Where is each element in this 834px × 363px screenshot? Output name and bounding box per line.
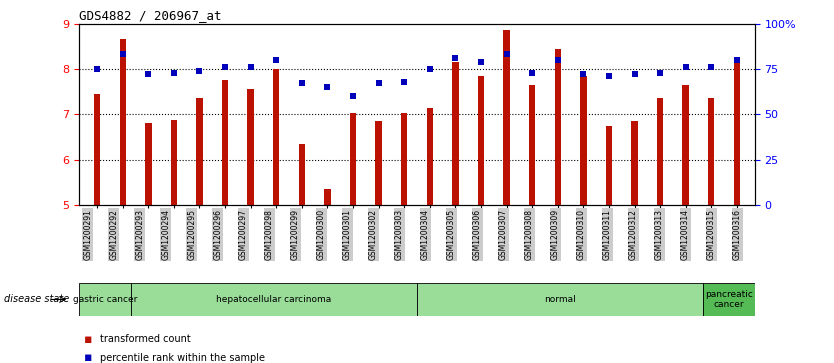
Point	[90, 66, 103, 72]
Point	[321, 84, 334, 90]
Point	[423, 66, 436, 72]
Text: GSM1200310: GSM1200310	[577, 209, 585, 260]
Text: gastric cancer: gastric cancer	[73, 295, 138, 304]
Text: GSM1200312: GSM1200312	[629, 209, 638, 260]
Text: hepatocellular carcinoma: hepatocellular carcinoma	[217, 295, 332, 304]
Point	[576, 72, 590, 77]
Text: GSM1200291: GSM1200291	[83, 209, 93, 260]
Text: disease state: disease state	[4, 294, 69, 305]
Bar	[504, 30, 510, 205]
Bar	[349, 113, 356, 205]
Point	[449, 55, 462, 61]
Bar	[427, 107, 433, 205]
Text: pancreatic
cancer: pancreatic cancer	[705, 290, 753, 309]
Bar	[452, 62, 459, 205]
Text: GSM1200314: GSM1200314	[681, 209, 690, 260]
Point	[116, 52, 129, 57]
Bar	[605, 126, 612, 205]
Text: GDS4882 / 206967_at: GDS4882 / 206967_at	[79, 9, 222, 23]
Bar	[375, 121, 382, 205]
Text: GSM1200302: GSM1200302	[369, 209, 378, 260]
Point	[142, 72, 155, 77]
Point	[168, 70, 181, 76]
Text: ▪: ▪	[83, 351, 92, 363]
Text: GSM1200305: GSM1200305	[447, 209, 456, 260]
Bar	[580, 76, 586, 205]
Bar	[131, 283, 417, 316]
Text: GSM1200303: GSM1200303	[395, 209, 404, 260]
Text: percentile rank within the sample: percentile rank within the sample	[100, 352, 265, 363]
Point	[295, 81, 309, 86]
Text: GSM1200315: GSM1200315	[706, 209, 716, 260]
Point	[551, 57, 565, 63]
Bar	[417, 283, 703, 316]
Point	[602, 73, 615, 79]
Bar	[145, 122, 152, 205]
Bar	[555, 49, 561, 205]
Text: GSM1200313: GSM1200313	[655, 209, 664, 260]
Text: GSM1200311: GSM1200311	[603, 209, 612, 260]
Bar	[734, 62, 740, 205]
Text: GSM1200304: GSM1200304	[421, 209, 430, 260]
Text: GSM1200295: GSM1200295	[187, 209, 196, 260]
Text: GSM1200292: GSM1200292	[109, 209, 118, 260]
Point	[346, 93, 359, 99]
Point	[653, 70, 666, 76]
Text: GSM1200306: GSM1200306	[473, 209, 482, 260]
Bar	[248, 89, 254, 205]
Point	[475, 59, 488, 65]
Point	[731, 57, 744, 63]
Point	[679, 64, 692, 70]
Bar	[324, 189, 330, 205]
Text: GSM1200294: GSM1200294	[161, 209, 170, 260]
Bar	[94, 94, 100, 205]
Text: GSM1200301: GSM1200301	[343, 209, 352, 260]
Bar	[478, 76, 485, 205]
Bar	[682, 85, 689, 205]
Text: GSM1200308: GSM1200308	[525, 209, 534, 260]
Text: GSM1200299: GSM1200299	[291, 209, 300, 260]
Bar	[273, 69, 279, 205]
Text: GSM1200307: GSM1200307	[499, 209, 508, 260]
Point	[628, 72, 641, 77]
Bar	[196, 98, 203, 205]
Bar	[171, 120, 177, 205]
Bar	[529, 85, 535, 205]
Point	[372, 81, 385, 86]
Text: normal: normal	[544, 295, 575, 304]
Text: GSM1200309: GSM1200309	[551, 209, 560, 260]
Bar	[79, 283, 131, 316]
Text: ▪: ▪	[83, 333, 92, 346]
Bar	[631, 121, 638, 205]
Text: GSM1200300: GSM1200300	[317, 209, 326, 260]
Text: GSM1200293: GSM1200293	[135, 209, 144, 260]
Bar	[708, 98, 715, 205]
Text: GSM1200298: GSM1200298	[265, 209, 274, 260]
Bar	[299, 144, 305, 205]
Point	[244, 64, 258, 70]
Point	[398, 79, 411, 85]
Bar	[657, 98, 663, 205]
Point	[219, 64, 232, 70]
Point	[500, 52, 513, 57]
Text: transformed count: transformed count	[100, 334, 191, 344]
Text: GSM1200296: GSM1200296	[214, 209, 222, 260]
Bar	[703, 283, 755, 316]
Point	[705, 64, 718, 70]
Bar	[401, 113, 407, 205]
Text: GSM1200297: GSM1200297	[239, 209, 248, 260]
Point	[193, 68, 206, 74]
Point	[269, 57, 283, 63]
Point	[525, 70, 539, 76]
Bar	[119, 40, 126, 205]
Text: GSM1200316: GSM1200316	[733, 209, 741, 260]
Bar	[222, 80, 229, 205]
